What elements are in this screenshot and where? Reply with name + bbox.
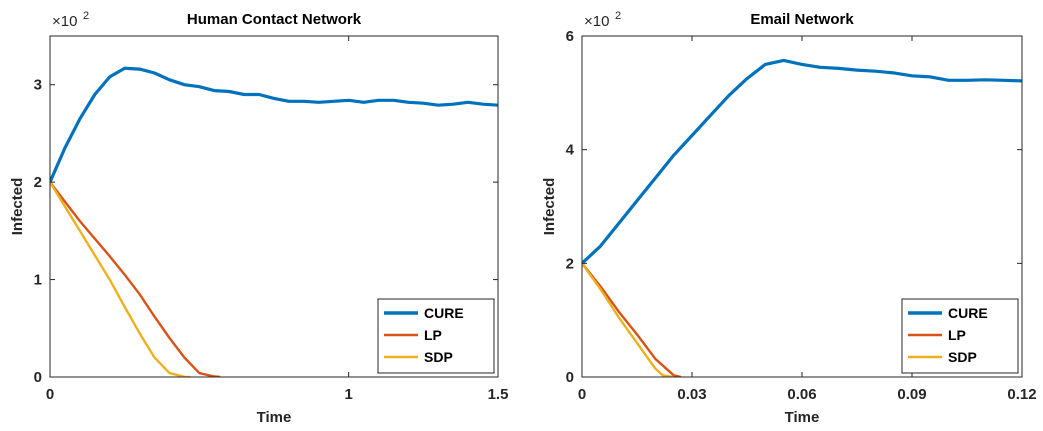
x-axis-title: Time (257, 409, 292, 426)
y-exponent-label: ×10 (52, 13, 77, 30)
x-tick-label: 0 (578, 386, 586, 403)
x-axis-title: Time (785, 409, 820, 426)
y-tick-label: 6 (566, 28, 574, 45)
series-line-lp (582, 262, 682, 377)
series-line-sdp (50, 181, 191, 377)
legend: CURE LP SDP (377, 298, 495, 374)
y-exponent-label: ×10 (584, 13, 609, 30)
legend-label-cure: CURE (948, 305, 988, 321)
series-line-cure (582, 58, 1022, 265)
chart-2: 0 0.03 0.06 0.09 0.12 0 2 4 6 ×10 2 Email Network Ti… (541, 10, 1037, 426)
legend-label-cure: CURE (424, 305, 464, 321)
x-tick-label: 0 (46, 386, 54, 403)
y-tick-label: 2 (34, 174, 42, 191)
x-tick-label: 0.09 (897, 386, 926, 403)
legend-label-lp: LP (948, 327, 966, 343)
y-axis-title: Infected (9, 178, 26, 236)
y-tick-label: 3 (34, 77, 42, 94)
chart-1: 0 1 1.5 0 1 2 3 ×10 2 Human Contact Network Time In… (9, 10, 508, 426)
chart-title: Email Network (750, 11, 854, 28)
legend-label-sdp: SDP (424, 349, 453, 365)
x-tick-label: 1.5 (488, 386, 509, 403)
series-line-sdp (582, 262, 674, 377)
chart-title: Human Contact Network (187, 11, 362, 28)
plot-frame (49, 35, 499, 378)
y-axis-title: Infected (541, 178, 558, 236)
x-tick-label: 1 (344, 386, 352, 403)
x-tick-label: 0.12 (1007, 386, 1036, 403)
y-tick-label: 0 (34, 369, 42, 386)
x-tick-label: 0.06 (787, 386, 816, 403)
y-tick-label: 2 (566, 255, 574, 272)
legend-label-sdp: SDP (948, 349, 977, 365)
legend-label-lp: LP (424, 327, 442, 343)
y-tick-label: 0 (566, 369, 574, 386)
y-exponent-power: 2 (615, 10, 621, 22)
series-line-cure (50, 66, 498, 183)
y-tick-label: 1 (34, 272, 42, 289)
y-exponent-power: 2 (83, 10, 89, 22)
series-line-lp (50, 181, 221, 377)
x-tick-label: 0.03 (677, 386, 706, 403)
legend: CURE LP SDP (901, 298, 1019, 374)
y-tick-label: 4 (566, 142, 575, 159)
